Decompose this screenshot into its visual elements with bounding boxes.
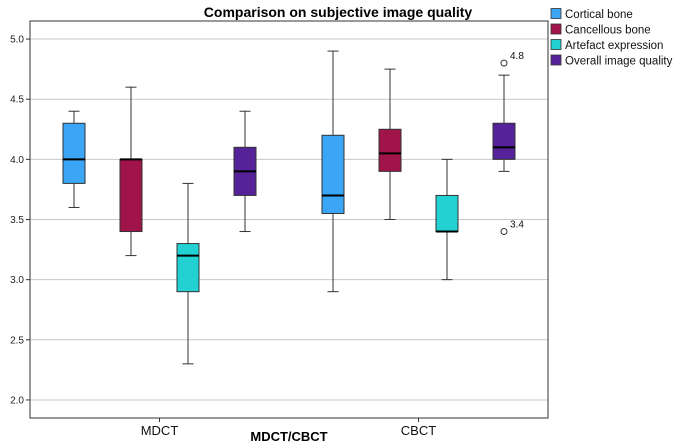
box-iqr: [378, 128, 402, 172]
x-category-label: MDCT: [141, 423, 179, 438]
outlier-point: [500, 228, 508, 236]
y-gridlines: [30, 38, 548, 401]
y-tick-label: 4.5: [10, 95, 24, 106]
outlier-label: 4.8: [510, 51, 524, 62]
plot-area-frame: [29, 20, 549, 419]
legend: Cortical bone Cancellous bone Artefact exp…: [550, 8, 673, 68]
chart-title: Comparison on subjective image quality: [204, 4, 473, 20]
outlier-point: [500, 59, 508, 67]
legend-label: Overall image quality: [565, 56, 673, 68]
box-cancellous-bone-mdct: [119, 86, 143, 257]
y-tick-label: 2.5: [10, 335, 24, 346]
legend-label: Artefact expression: [565, 40, 663, 52]
x-category-label: CBCT: [401, 423, 436, 438]
box-iqr: [176, 243, 200, 293]
box-artefact-expression-cbct: [435, 158, 459, 281]
legend-label: Cortical bone: [565, 9, 633, 21]
legend-swatch-artefact-expression: [550, 39, 562, 50]
y-tick-label: 3.0: [10, 275, 24, 286]
y-tick-label: 5.0: [10, 35, 24, 46]
x-axis-label: MDCT/CBCT: [250, 429, 327, 444]
legend-swatch-overall-image-quality: [550, 54, 562, 66]
box-overall-image-quality-mdct: [233, 110, 257, 233]
y-axis-ticks: 2.0 2.5 3.0 3.5 4.0 4.5 5.0: [10, 35, 30, 406]
legend-swatch-cortical-bone: [550, 8, 562, 19]
legend-swatch-cancellous-bone: [550, 23, 562, 35]
x-axis-categories: MDCT CBCT: [141, 418, 436, 438]
box-overall-image-quality-cbct: [492, 74, 516, 172]
legend-label: Cancellous bone: [565, 25, 651, 37]
outlier-label: 3.4: [510, 220, 524, 231]
box-iqr: [119, 158, 143, 233]
y-tick-label: 2.0: [10, 395, 24, 406]
box-plot-series: 4.8 3.4: [62, 50, 524, 365]
box-cortical-bone-mdct: [62, 110, 86, 208]
y-tick-label: 3.5: [10, 215, 24, 226]
y-tick-label: 4.0: [10, 155, 24, 166]
box-artefact-expression-mdct: [176, 182, 200, 365]
box-iqr: [492, 122, 516, 160]
box-iqr: [435, 194, 459, 233]
box-cortical-bone-cbct: [321, 50, 345, 293]
box-iqr: [321, 134, 345, 214]
box-cancellous-bone-cbct: [378, 68, 402, 220]
box-iqr: [62, 122, 86, 184]
